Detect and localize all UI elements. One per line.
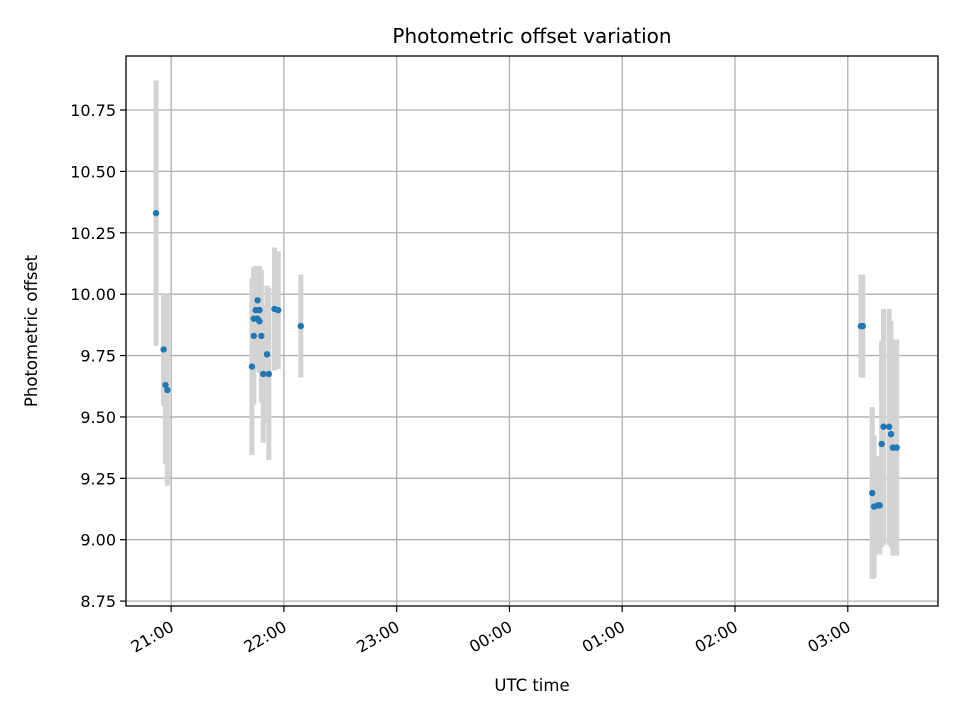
y-axis-title: Photometric offset: [22, 254, 41, 407]
y-tick-label: 10.25: [70, 224, 116, 243]
y-tick-label: 9.00: [80, 531, 116, 550]
data-point: [263, 351, 271, 358]
plot-frame: [125, 55, 939, 607]
y-tick-label: 9.25: [80, 469, 116, 488]
data-point: [256, 306, 263, 314]
data-point: [869, 489, 876, 497]
data-point: [258, 332, 265, 340]
y-axis-ticks: 8.75 9.00 9.25 9.50 9.75 10.00 10.25 10.50 10.75: [70, 101, 126, 611]
y-tick-label: 8.75: [80, 592, 116, 611]
data-point: [265, 370, 273, 378]
y-tick-label: 10.75: [70, 101, 116, 120]
y-tick-label: 9.75: [80, 347, 116, 366]
data-point: [256, 317, 263, 325]
data-point: [254, 297, 261, 304]
y-tick-label: 10.00: [70, 285, 116, 304]
data-point: [162, 381, 169, 389]
data-point: [880, 423, 887, 430]
data-point: [160, 346, 167, 353]
data-point: [164, 386, 171, 394]
data-point: [859, 322, 867, 330]
data-point: [260, 370, 267, 378]
data-point: [248, 363, 256, 370]
data-point: [885, 423, 893, 430]
data-points: [152, 209, 900, 510]
x-axis-title: UTC time: [494, 676, 569, 695]
data-point: [297, 322, 305, 330]
data-point: [893, 444, 900, 451]
data-point: [876, 502, 883, 509]
data-point: [887, 430, 895, 438]
data-point: [275, 306, 282, 314]
y-tick-label: 9.50: [80, 408, 116, 427]
chart-title: Photometric offset variation: [392, 24, 671, 48]
y-tick-label: 10.50: [70, 162, 116, 181]
data-point: [250, 332, 258, 340]
data-point: [878, 440, 885, 448]
data-point: [152, 209, 160, 217]
